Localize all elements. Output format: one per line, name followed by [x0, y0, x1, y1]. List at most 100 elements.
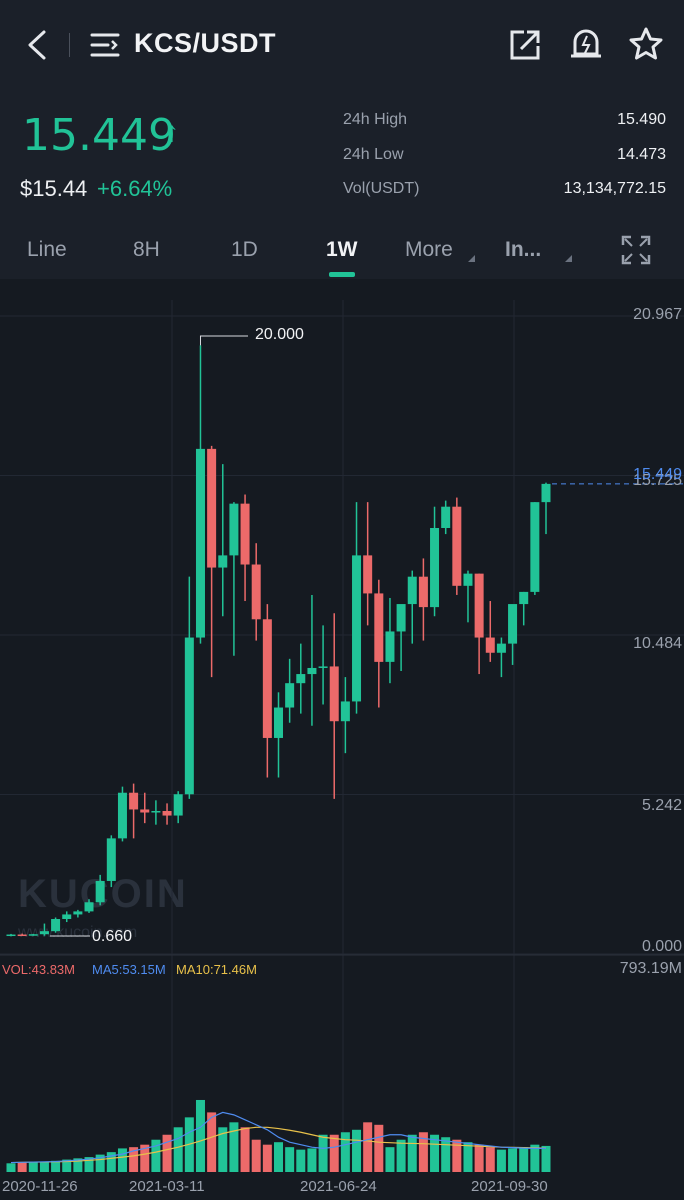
candle-body: [418, 576, 428, 608]
change-percent: +6.64%: [97, 176, 173, 201]
candle-body: [307, 667, 317, 675]
chart-area[interactable]: [0, 279, 684, 1200]
tab-more[interactable]: More: [405, 238, 453, 261]
candle-body: [296, 674, 306, 684]
candle-body: [485, 637, 495, 653]
candle-body: [452, 506, 462, 586]
candle-body: [106, 838, 116, 881]
candle-body: [363, 555, 373, 594]
volume-bar: [363, 1122, 373, 1172]
volume-bar: [162, 1134, 172, 1172]
volume-bar: [407, 1134, 417, 1172]
candle-body: [240, 503, 250, 565]
candle-body: [129, 792, 139, 810]
candle-body: [385, 631, 395, 662]
back-icon[interactable]: [24, 28, 50, 62]
volume-bar: [117, 1148, 127, 1172]
volume-bar: [173, 1127, 183, 1172]
volume-bar: [296, 1149, 306, 1172]
candle-body: [62, 914, 72, 920]
volume-bar: [352, 1129, 362, 1172]
candle-body: [218, 555, 228, 568]
candle-body: [173, 794, 183, 816]
volume-bar: [17, 1162, 27, 1172]
volume-bar: [318, 1134, 328, 1172]
volume-bar: [229, 1122, 239, 1172]
volume-bar: [51, 1160, 61, 1172]
tab-1d[interactable]: 1D: [231, 238, 258, 261]
price-up-arrow-icon: ↑: [165, 116, 179, 147]
volume-bar: [129, 1147, 139, 1172]
candle-body: [6, 934, 16, 937]
price-alert-icon[interactable]: [568, 26, 604, 62]
volume-bar: [307, 1148, 317, 1172]
volume-bar: [251, 1139, 261, 1172]
candle-body: [162, 810, 172, 816]
x-date-2: 2021-06-24: [300, 1178, 377, 1195]
volume-bar: [418, 1132, 428, 1172]
candle-body: [318, 666, 328, 668]
y-tick-1: 15.725: [633, 472, 682, 489]
volume-label: Vol(USDT): [343, 180, 420, 197]
tab-8h[interactable]: 8H: [133, 238, 160, 261]
candle-body: [84, 902, 94, 912]
candle-body: [541, 483, 551, 503]
ma10-line: [10, 1126, 547, 1164]
volume-bar: [340, 1132, 350, 1172]
active-tab-indicator: [329, 272, 355, 277]
candle-body: [262, 619, 272, 738]
last-price-axis-label: 15.449: [633, 466, 682, 483]
volume-bar: [441, 1137, 451, 1172]
candle-body: [140, 809, 150, 813]
candle-body: [117, 792, 127, 839]
favorite-star-icon[interactable]: [628, 26, 664, 62]
fullscreen-icon[interactable]: [620, 234, 652, 266]
volume-bar: [95, 1154, 105, 1172]
candle-body: [285, 683, 295, 708]
more-dropdown-icon: [468, 255, 475, 262]
tab-indicators[interactable]: In...: [505, 238, 542, 261]
watermark-site: www.kucoin.com: [18, 924, 138, 941]
volume-bar: [452, 1139, 462, 1172]
candle-body: [352, 555, 362, 702]
volume-bar: [508, 1148, 518, 1172]
candle-body: [95, 880, 105, 903]
tab-1w[interactable]: 1W: [326, 238, 358, 261]
volume-bar: [106, 1152, 116, 1172]
volume-value: 13,134,772.15: [563, 180, 666, 197]
volume-bar: [463, 1142, 473, 1172]
volume-bar: [84, 1157, 94, 1172]
header-divider: [69, 33, 70, 57]
candle-body: [229, 503, 239, 556]
volume-bar: [262, 1144, 272, 1172]
share-icon[interactable]: [508, 28, 542, 62]
volume-bar: [207, 1112, 217, 1172]
volume-bar: [195, 1099, 205, 1172]
volume-bar: [285, 1147, 295, 1172]
candle-body: [274, 707, 283, 738]
candle-body: [474, 573, 484, 638]
volume-bar: [329, 1134, 339, 1172]
candle-body: [184, 637, 194, 795]
candle-body: [17, 934, 27, 937]
candle-body: [396, 604, 406, 632]
pair-title[interactable]: KCS/USDT: [134, 28, 277, 58]
usd-price: $15.44: [20, 176, 88, 201]
volume-bar: [151, 1139, 161, 1172]
volume-bar: [485, 1147, 495, 1172]
high-marker-label: 20.000: [255, 326, 304, 343]
menu-icon[interactable]: [90, 30, 120, 60]
volume-bar: [385, 1147, 395, 1172]
candle-body: [51, 919, 61, 932]
volume-bar: [374, 1124, 384, 1172]
candle-body: [441, 506, 451, 528]
candle-body: [28, 934, 38, 936]
candle-body: [407, 576, 417, 605]
candle-body: [340, 701, 350, 722]
volume-bar: [218, 1127, 228, 1172]
interval-tabs: Line 8H 1D 1W More In...: [0, 226, 684, 278]
indicators-dropdown-icon: [565, 255, 572, 262]
tab-line[interactable]: Line: [27, 238, 67, 261]
ma5-line: [10, 1111, 546, 1164]
